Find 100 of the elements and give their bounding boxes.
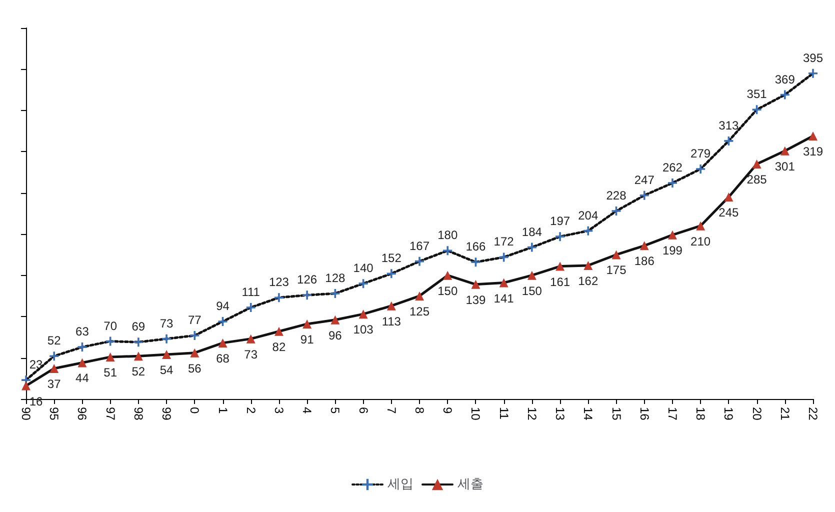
data-label: 172 [494, 234, 514, 249]
point [499, 278, 508, 288]
point [724, 136, 734, 146]
data-label: 175 [606, 263, 627, 278]
x-tick-label: 90 [19, 407, 33, 421]
data-label: 128 [325, 270, 346, 285]
x-tick-label: 13 [553, 407, 568, 421]
x-tick-label: 17 [665, 407, 680, 421]
point [162, 334, 172, 344]
data-label: 262 [662, 160, 683, 174]
point [808, 68, 818, 78]
data-label: 150 [438, 284, 458, 298]
point [358, 310, 368, 319]
data-label: 63 [76, 324, 90, 339]
point [556, 262, 565, 271]
legend-label: 세출 [458, 477, 484, 492]
point [330, 315, 340, 324]
point [134, 352, 143, 361]
data-label: 70 [104, 318, 118, 333]
x-tick-label: 3 [272, 407, 286, 414]
point [190, 331, 200, 340]
data-label: 51 [104, 365, 118, 380]
point [190, 348, 200, 358]
x-tick-label: 1 [216, 407, 230, 414]
data-label: 166 [466, 240, 486, 254]
legend-label: 세입 [388, 477, 414, 492]
point [640, 190, 649, 200]
data-label: 96 [328, 328, 342, 342]
point [780, 146, 790, 156]
data-label: 139 [466, 292, 486, 307]
point [584, 260, 593, 270]
point [274, 293, 284, 302]
point [471, 258, 480, 267]
x-tick-label: 95 [47, 407, 62, 421]
data-label: 126 [297, 272, 318, 287]
data-label: 395 [802, 50, 824, 65]
data-label: 140 [353, 261, 374, 276]
point [612, 206, 621, 216]
x-tick-label: 97 [103, 407, 118, 421]
point [696, 164, 706, 174]
x-tick-label: 2 [244, 407, 258, 414]
data-label: 69 [132, 320, 146, 334]
point [640, 241, 649, 250]
data-label: 228 [606, 188, 627, 203]
data-label: 180 [438, 228, 458, 242]
data-label: 125 [409, 304, 430, 318]
x-tick-label: 7 [384, 407, 398, 414]
x-tick-label: 6 [356, 407, 370, 414]
data-label: 319 [802, 144, 824, 158]
point [584, 226, 593, 236]
data-label: 161 [550, 274, 570, 289]
data-label: 313 [718, 118, 740, 132]
data-label: 94 [216, 299, 230, 313]
point [415, 256, 424, 266]
data-label: 301 [774, 159, 796, 174]
x-tick-label: 10 [468, 407, 483, 421]
data-label: 245 [718, 206, 740, 220]
point [218, 338, 228, 348]
point [752, 160, 762, 169]
point [330, 288, 340, 298]
point [612, 250, 621, 260]
point [106, 352, 115, 362]
x-tick-label: 18 [694, 407, 708, 421]
point [696, 221, 706, 230]
data-label: 152 [381, 251, 402, 266]
data-label: 141 [494, 291, 514, 306]
data-label: 68 [216, 351, 230, 366]
x-tick-label: 12 [524, 407, 539, 421]
x-tick-label: 4 [300, 407, 314, 414]
data-label: 77 [188, 313, 202, 328]
point [780, 90, 790, 100]
data-label: 279 [690, 146, 711, 160]
point [162, 350, 172, 359]
data-label: 199 [662, 243, 683, 258]
point [302, 290, 312, 300]
data-label: 167 [409, 238, 430, 253]
x-tick-label: 5 [328, 407, 342, 414]
data-label: 150 [522, 284, 542, 298]
point [724, 192, 734, 202]
point [443, 246, 452, 256]
x-tick-label: 15 [609, 407, 624, 421]
point [386, 301, 396, 310]
point [78, 358, 87, 368]
point [50, 352, 59, 361]
data-label: 285 [746, 172, 768, 187]
data-label: 54 [160, 362, 174, 377]
data-label: 162 [578, 274, 598, 288]
data-label: 351 [746, 87, 768, 102]
x-tick-label: 16 [637, 407, 652, 421]
data-label: 123 [268, 275, 290, 290]
x-tick-label: 19 [722, 407, 736, 421]
point [218, 317, 228, 326]
point [302, 319, 312, 328]
data-label: 111 [242, 284, 260, 299]
x-tick-label: 98 [131, 407, 146, 421]
x-tick-label: 14 [581, 407, 596, 421]
point [415, 291, 424, 300]
data-label: 186 [634, 254, 655, 268]
data-label: 73 [160, 316, 174, 330]
data-label: 82 [272, 340, 286, 354]
